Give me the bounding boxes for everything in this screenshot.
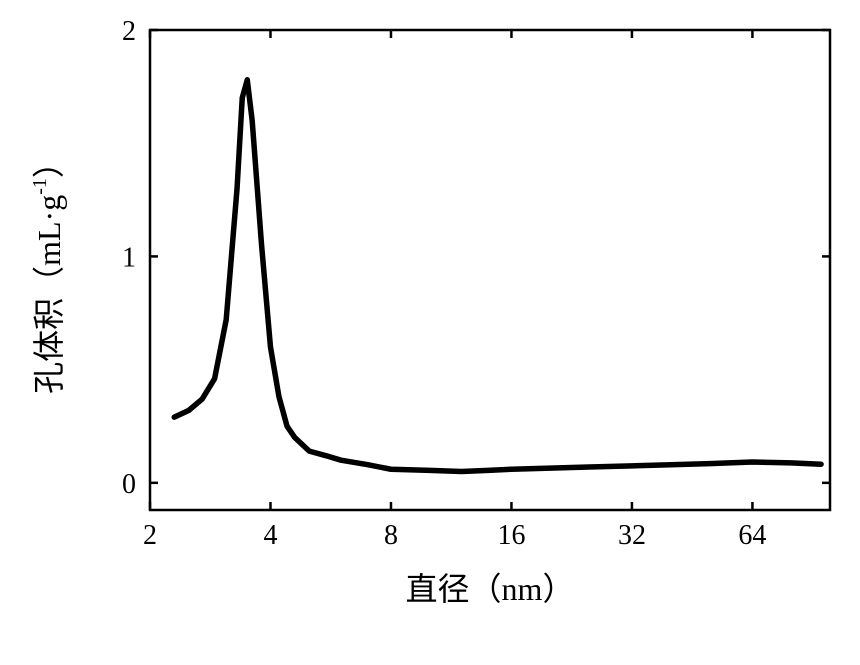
svg-text:8: 8 <box>384 520 398 551</box>
svg-text:孔体积（mL·g-1）: 孔体积（mL·g-1） <box>29 146 67 394</box>
svg-text:直径（nm）: 直径（nm） <box>406 571 575 607</box>
svg-text:4: 4 <box>263 520 277 551</box>
pore-size-distribution-chart: 2 4 8 16 32 64 0 1 2 直径（nm） 孔体积（mL·g-1） <box>0 0 860 665</box>
svg-text:2: 2 <box>122 16 136 47</box>
svg-text:64: 64 <box>738 520 766 551</box>
svg-text:2: 2 <box>143 520 157 551</box>
svg-text:1: 1 <box>122 242 136 273</box>
svg-text:16: 16 <box>497 520 525 551</box>
svg-text:32: 32 <box>618 520 646 551</box>
svg-text:0: 0 <box>122 469 136 500</box>
